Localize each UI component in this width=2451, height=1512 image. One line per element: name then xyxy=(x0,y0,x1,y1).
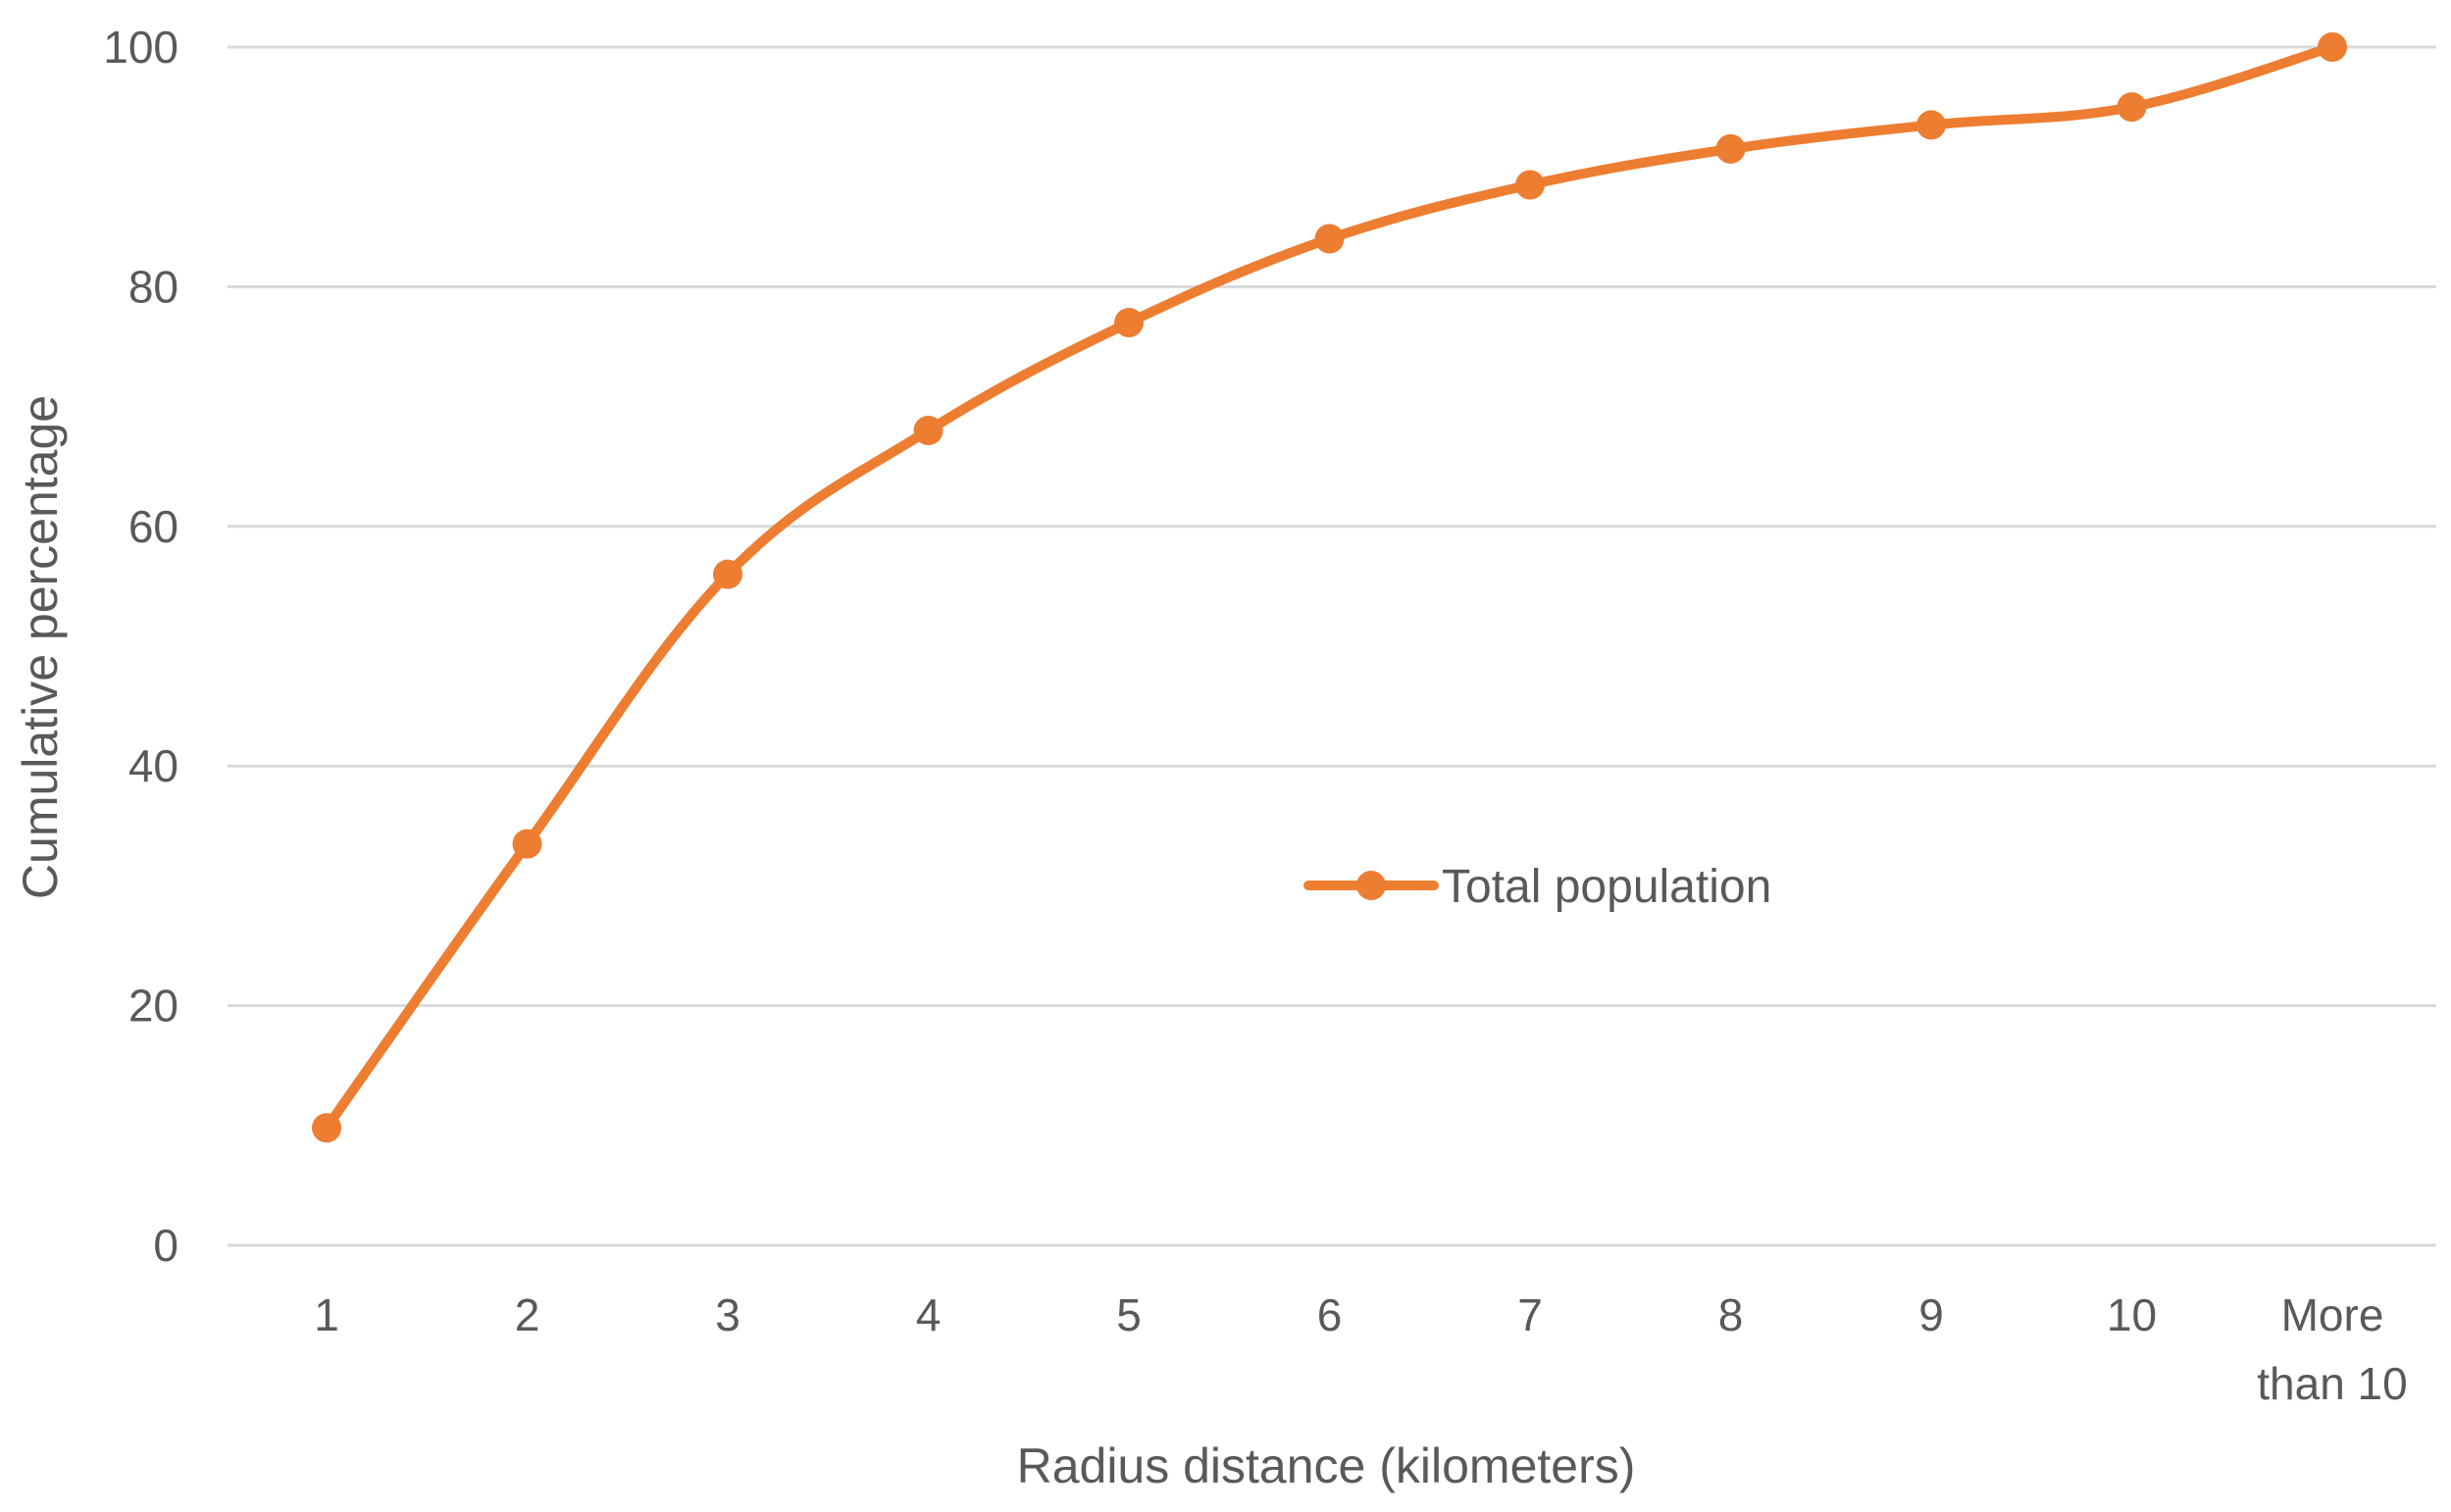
x-tick-label: 6 xyxy=(1317,1289,1343,1340)
y-tick-label: 60 xyxy=(128,501,179,552)
y-tick-label: 100 xyxy=(103,22,179,73)
y-tick-label: 80 xyxy=(128,261,179,312)
x-tick-label: 4 xyxy=(916,1289,942,1340)
x-tick-label: 9 xyxy=(1918,1289,1944,1340)
data-point xyxy=(1314,224,1345,254)
y-tick-label: 40 xyxy=(128,740,179,791)
data-point xyxy=(512,829,542,859)
x-tick-label: than 10 xyxy=(2257,1358,2407,1409)
y-axis-ticks: 0 20 40 60 80 100 xyxy=(103,22,179,1271)
x-tick-label: 5 xyxy=(1116,1289,1142,1340)
data-point xyxy=(1114,308,1144,338)
x-tick-label: 7 xyxy=(1517,1289,1543,1340)
x-tick-label: 2 xyxy=(515,1289,540,1340)
x-axis-ticks: 1 2 3 4 5 6 7 8 9 10 More than 10 xyxy=(314,1289,2408,1409)
x-tick-label: 1 xyxy=(314,1289,339,1340)
x-tick-label: 10 xyxy=(2107,1289,2157,1340)
series-line-total-population xyxy=(322,42,2337,1134)
y-axis-title: Cumulative percentage xyxy=(13,395,68,899)
data-point xyxy=(2318,32,2347,62)
y-tick-label: 0 xyxy=(153,1220,179,1271)
data-point xyxy=(1715,133,1746,164)
data-point xyxy=(713,559,742,589)
series xyxy=(312,32,2347,1143)
x-tick-label: 3 xyxy=(715,1289,740,1340)
gridlines xyxy=(228,45,2436,1247)
x-axis-title: Radius distance (kilometers) xyxy=(1017,1438,1636,1493)
data-point xyxy=(312,1113,341,1143)
data-point xyxy=(913,416,944,446)
legend-label-total-population: Total population xyxy=(1442,861,1771,913)
data-point xyxy=(2117,92,2147,123)
y-tick-label: 20 xyxy=(128,981,179,1032)
legend-marker-total-population xyxy=(1356,871,1386,900)
data-point xyxy=(1916,110,1946,140)
x-tick-label: More xyxy=(2281,1289,2384,1340)
x-tick-label: 8 xyxy=(1718,1289,1744,1340)
data-point xyxy=(1515,170,1545,200)
legend: Total population xyxy=(1303,861,1771,913)
